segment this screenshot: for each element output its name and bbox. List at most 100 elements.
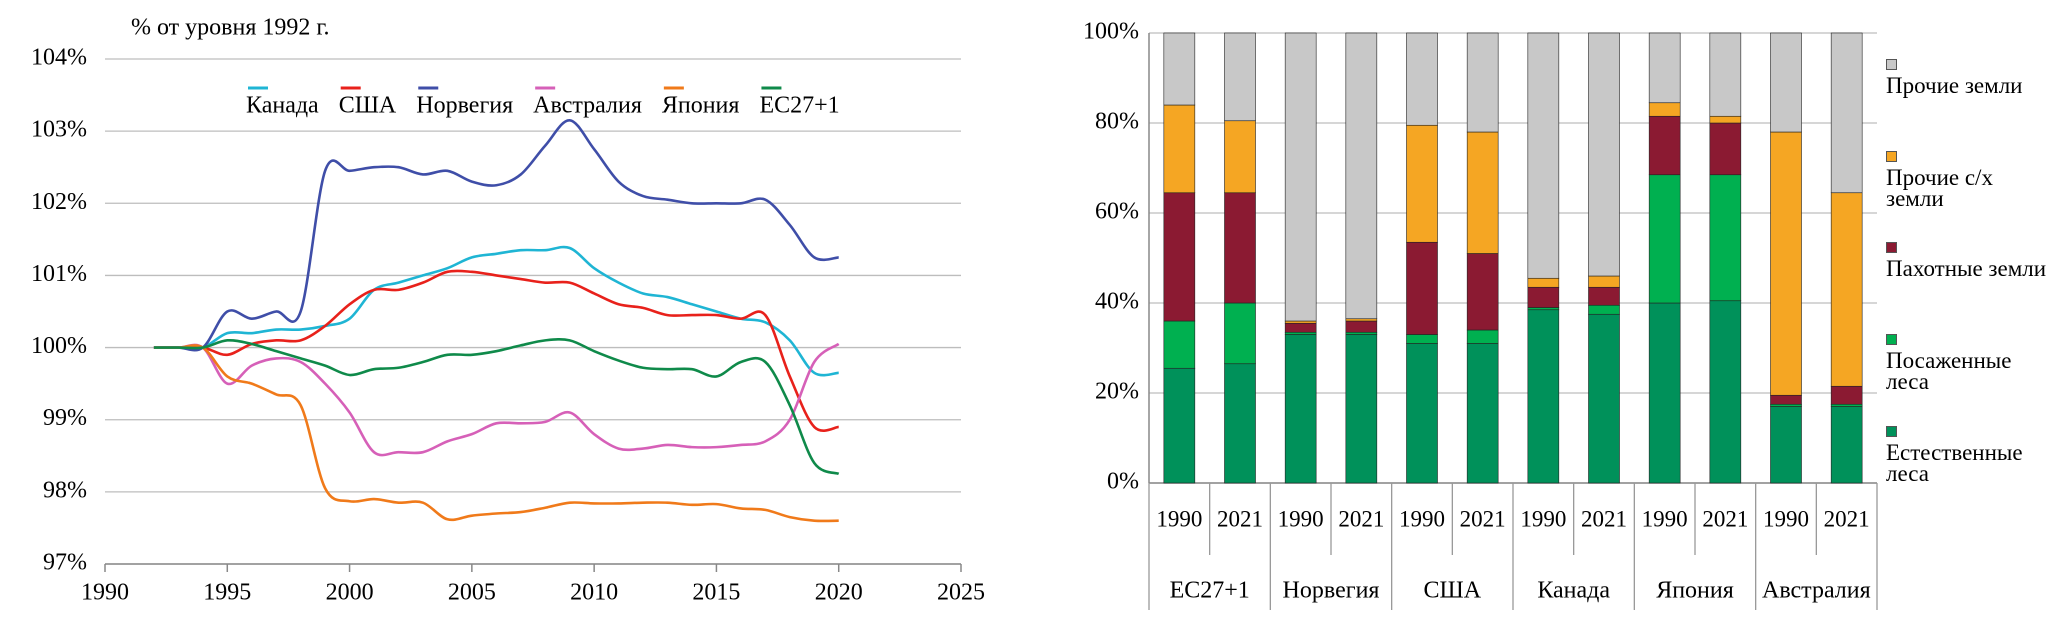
x-tick-label: 2015 [692,580,740,606]
group-label: США [1424,578,1482,604]
y-tick-label: 99% [43,405,87,431]
x-tick-label: 1990 [81,580,129,606]
bar-segment [1466,131,1499,254]
group-label: Австралия [1762,578,1871,604]
bar-segment [1345,320,1378,333]
bar-segment [1224,192,1256,304]
legend-label: США [339,93,397,119]
legend-item: Естественные леса [1886,426,2051,486]
bar-segment [1345,334,1378,484]
bar-segment [1527,309,1560,484]
bar-segment [1770,394,1802,405]
y-tick-label: 20% [1095,379,1139,405]
x-tick-label: 2021 [1702,506,1748,531]
legend-item: Посаженные леса [1886,334,2051,394]
bar-segment [1588,275,1620,288]
bar-segment [1588,313,1620,484]
x-tick-label: 2021 [1824,506,1870,531]
group-label: Япония [1656,578,1734,604]
x-tick-label: 1995 [203,580,251,606]
bar-segment [1163,320,1196,369]
bar-segment [1284,320,1317,324]
series-line [153,342,840,457]
bar-segment [1648,102,1681,117]
bar-segment [1527,32,1560,279]
legend-item: Пахотные земли [1886,242,2051,280]
y-tick-label: 100% [1083,19,1139,45]
bar-segment [1648,174,1681,304]
legend-item: Прочие с/х земли [1886,151,2051,211]
x-tick-label: 2000 [326,580,374,606]
x-tick-label: 1990 [1156,506,1202,531]
bar-segment [1345,32,1378,320]
bar-segment [1648,32,1681,104]
y-tick-label: 104% [31,45,87,71]
y-axis-label: % от уровня 1992 г. [131,15,330,41]
legend-label: Прочие земли [1886,73,2023,98]
bar-segment [1466,343,1499,484]
bar-segment [1284,322,1317,333]
bar-segment [1770,32,1802,133]
x-tick-label: 2021 [1460,506,1506,531]
bar-segment [1709,174,1742,302]
bar-segment [1709,32,1742,117]
y-tick-label: 98% [43,477,87,503]
legend-label: ЕС27+1 [759,93,839,119]
series-line [153,119,839,352]
legend-label: Естественные леса [1886,440,2023,486]
bar-segment [1648,115,1681,176]
y-tick-label: 0% [1107,469,1139,495]
bar-segment [1284,32,1317,322]
legend-label: Пахотные земли [1886,256,2047,281]
bar-segment [1709,115,1742,124]
legend-label: Канада [246,93,319,119]
y-tick-label: 100% [31,333,87,359]
x-tick-label: 2025 [937,580,985,606]
bar-segment [1709,300,1742,484]
bar-segment [1648,302,1681,484]
x-tick-label: 2020 [815,580,863,606]
legend-label: Посаженные леса [1886,348,2012,394]
y-tick-label: 102% [31,189,87,215]
series-line [153,269,839,432]
y-tick-label: 103% [31,117,87,143]
legend-swatch [1886,242,1897,253]
bar-segment [1466,329,1499,344]
bar-segment [1406,241,1438,335]
bar-segment [1830,406,1863,484]
bar-segment [1284,334,1317,484]
legend-label: Австралия [533,93,642,119]
legend-swatch [1886,426,1897,437]
legend-item: Прочие земли [1886,59,2051,97]
y-tick-label: 40% [1095,289,1139,315]
bar-segment [1830,32,1863,194]
bar-segment [1588,32,1620,277]
bar-segment [1406,334,1438,344]
bar-segment [1466,32,1499,133]
bar-segment [1770,131,1802,396]
bar-segment [1770,406,1802,484]
bar-segment [1527,307,1560,311]
bar-segment [1406,343,1438,484]
legend-swatch [1886,334,1897,345]
legend-label: Япония [662,93,740,119]
y-tick-label: 80% [1095,109,1139,135]
x-tick-label: 2010 [570,580,618,606]
bar-segment [1224,302,1256,365]
bar-segment [1284,331,1317,335]
bar-segment [1163,32,1196,106]
series-line [153,338,840,476]
x-tick-label: 2005 [448,580,496,606]
bar-segment [1406,124,1438,243]
bar-segment [1163,192,1196,322]
bar-segment [1406,32,1438,126]
bar-segment [1345,331,1378,335]
bar-segment [1345,318,1378,322]
legend-label: Прочие с/х земли [1886,165,1993,211]
x-tick-label: 2021 [1217,506,1263,531]
bar-segment [1830,192,1863,387]
x-tick-label: 1990 [1278,506,1324,531]
bar-segment [1709,122,1742,176]
